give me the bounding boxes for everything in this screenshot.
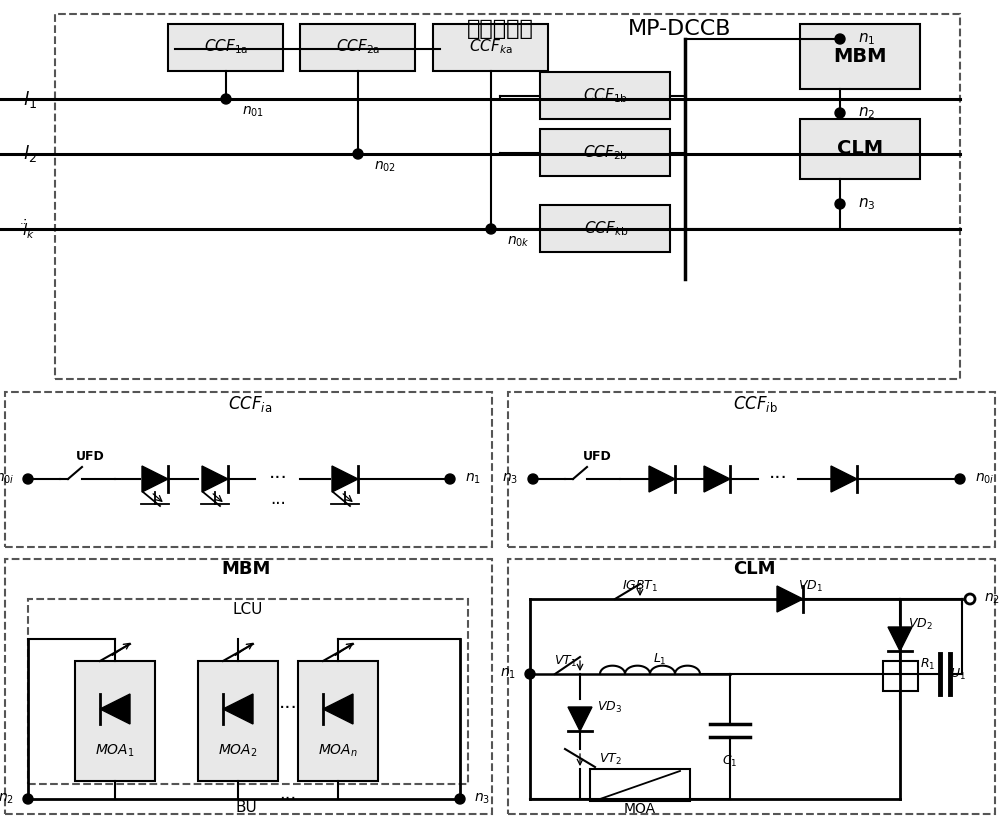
Text: $CCF_{k\rm b}$: $CCF_{k\rm b}$ xyxy=(584,219,628,238)
Text: MP-DCCB: MP-DCCB xyxy=(628,19,732,39)
Circle shape xyxy=(353,149,363,159)
Polygon shape xyxy=(332,466,358,492)
Text: $n_1$: $n_1$ xyxy=(858,31,875,47)
Polygon shape xyxy=(888,627,912,651)
Polygon shape xyxy=(649,466,675,492)
Polygon shape xyxy=(323,694,353,724)
Text: $\dot{l}_k$: $\dot{l}_k$ xyxy=(22,217,34,241)
Text: $l_1$: $l_1$ xyxy=(23,88,37,110)
Circle shape xyxy=(445,474,455,484)
Bar xyxy=(883,661,918,691)
Text: UFD: UFD xyxy=(583,450,611,464)
Circle shape xyxy=(528,474,538,484)
Bar xyxy=(540,129,670,176)
Text: $VD_1$: $VD_1$ xyxy=(798,578,822,594)
Text: $VT_2$: $VT_2$ xyxy=(599,752,621,767)
Text: $n_2$: $n_2$ xyxy=(858,105,875,121)
Bar xyxy=(5,559,492,814)
Bar xyxy=(800,24,920,89)
Text: $l_2$: $l_2$ xyxy=(23,143,37,165)
Text: $U_1$: $U_1$ xyxy=(950,667,966,681)
Text: $n_{02}$: $n_{02}$ xyxy=(374,160,396,174)
Text: $n_1$: $n_1$ xyxy=(500,667,516,681)
Bar xyxy=(508,392,995,547)
Text: $n_{0k}$: $n_{0k}$ xyxy=(507,235,529,249)
Text: ..: .. xyxy=(19,216,27,226)
Bar xyxy=(508,559,995,814)
Text: $R_1$: $R_1$ xyxy=(920,657,936,672)
Text: MOA: MOA xyxy=(624,802,656,816)
Circle shape xyxy=(23,794,33,804)
Bar xyxy=(300,24,415,71)
Text: ···: ··· xyxy=(279,699,297,718)
Bar xyxy=(298,661,378,781)
Circle shape xyxy=(955,474,965,484)
Polygon shape xyxy=(100,694,130,724)
Text: $n_{0i}$: $n_{0i}$ xyxy=(975,472,995,486)
Text: $n_2$: $n_2$ xyxy=(984,592,1000,606)
Text: BU: BU xyxy=(235,799,257,815)
Circle shape xyxy=(835,34,845,44)
Text: $CCF_{k\rm a}$: $CCF_{k\rm a}$ xyxy=(469,38,513,57)
Text: $L_1$: $L_1$ xyxy=(653,651,667,667)
Text: $n_3$: $n_3$ xyxy=(858,196,876,212)
Bar xyxy=(28,599,468,784)
Bar xyxy=(800,119,920,179)
Circle shape xyxy=(221,94,231,104)
Text: CLM: CLM xyxy=(837,139,883,159)
Text: $n_3$: $n_3$ xyxy=(474,792,490,806)
Text: $MOA_1$: $MOA_1$ xyxy=(95,743,135,759)
Polygon shape xyxy=(777,586,803,612)
Text: $CCF_{\rm 2b}$: $CCF_{\rm 2b}$ xyxy=(583,143,629,162)
Text: $VD_3$: $VD_3$ xyxy=(597,699,623,714)
Text: $MOA_2$: $MOA_2$ xyxy=(218,743,258,759)
Text: $CCF_{\rm 1b}$: $CCF_{\rm 1b}$ xyxy=(583,87,629,106)
Text: 功能集成型: 功能集成型 xyxy=(467,19,533,39)
Text: MBM: MBM xyxy=(833,48,887,66)
Bar xyxy=(168,24,283,71)
Text: $MOA_n$: $MOA_n$ xyxy=(318,743,358,759)
Text: LCU: LCU xyxy=(233,601,263,617)
Bar xyxy=(590,769,690,801)
Text: ···: ··· xyxy=(769,469,787,488)
Text: UFD: UFD xyxy=(76,450,104,464)
Polygon shape xyxy=(202,466,228,492)
Text: ···: ··· xyxy=(279,790,297,808)
Text: $VT_1$: $VT_1$ xyxy=(554,654,576,668)
Text: $C_1$: $C_1$ xyxy=(722,753,738,768)
Polygon shape xyxy=(831,466,857,492)
Circle shape xyxy=(835,199,845,209)
Text: $VD_2$: $VD_2$ xyxy=(908,617,932,631)
Text: $CCF_{\rm 2a}$: $CCF_{\rm 2a}$ xyxy=(336,38,380,57)
Bar xyxy=(540,72,670,119)
Text: $CCF_{\rm 1a}$: $CCF_{\rm 1a}$ xyxy=(204,38,248,57)
Polygon shape xyxy=(223,694,253,724)
Text: $n_2$: $n_2$ xyxy=(0,792,14,806)
Polygon shape xyxy=(568,707,592,731)
Bar xyxy=(55,14,960,379)
Text: $CCF_{i\rm a}$: $CCF_{i\rm a}$ xyxy=(228,394,272,414)
Circle shape xyxy=(23,474,33,484)
Text: $CCF_{i\rm b}$: $CCF_{i\rm b}$ xyxy=(733,394,777,414)
Circle shape xyxy=(525,669,535,679)
Text: ···: ··· xyxy=(270,495,286,513)
Circle shape xyxy=(835,108,845,118)
Text: CLM: CLM xyxy=(733,560,775,578)
Text: $n_1$: $n_1$ xyxy=(465,472,481,486)
Text: $n_{0i}$: $n_{0i}$ xyxy=(0,472,15,486)
Text: $IGBT_1$: $IGBT_1$ xyxy=(622,578,658,594)
Circle shape xyxy=(486,224,496,234)
Bar xyxy=(433,24,548,71)
Polygon shape xyxy=(142,466,168,492)
Text: $n_{01}$: $n_{01}$ xyxy=(242,105,264,120)
Text: MBM: MBM xyxy=(221,560,271,578)
Bar xyxy=(5,392,492,547)
Bar xyxy=(198,661,278,781)
Text: ···: ··· xyxy=(269,469,287,488)
Bar xyxy=(540,205,670,252)
Circle shape xyxy=(455,794,465,804)
Polygon shape xyxy=(704,466,730,492)
Text: $n_3$: $n_3$ xyxy=(502,472,518,486)
Bar xyxy=(75,661,155,781)
